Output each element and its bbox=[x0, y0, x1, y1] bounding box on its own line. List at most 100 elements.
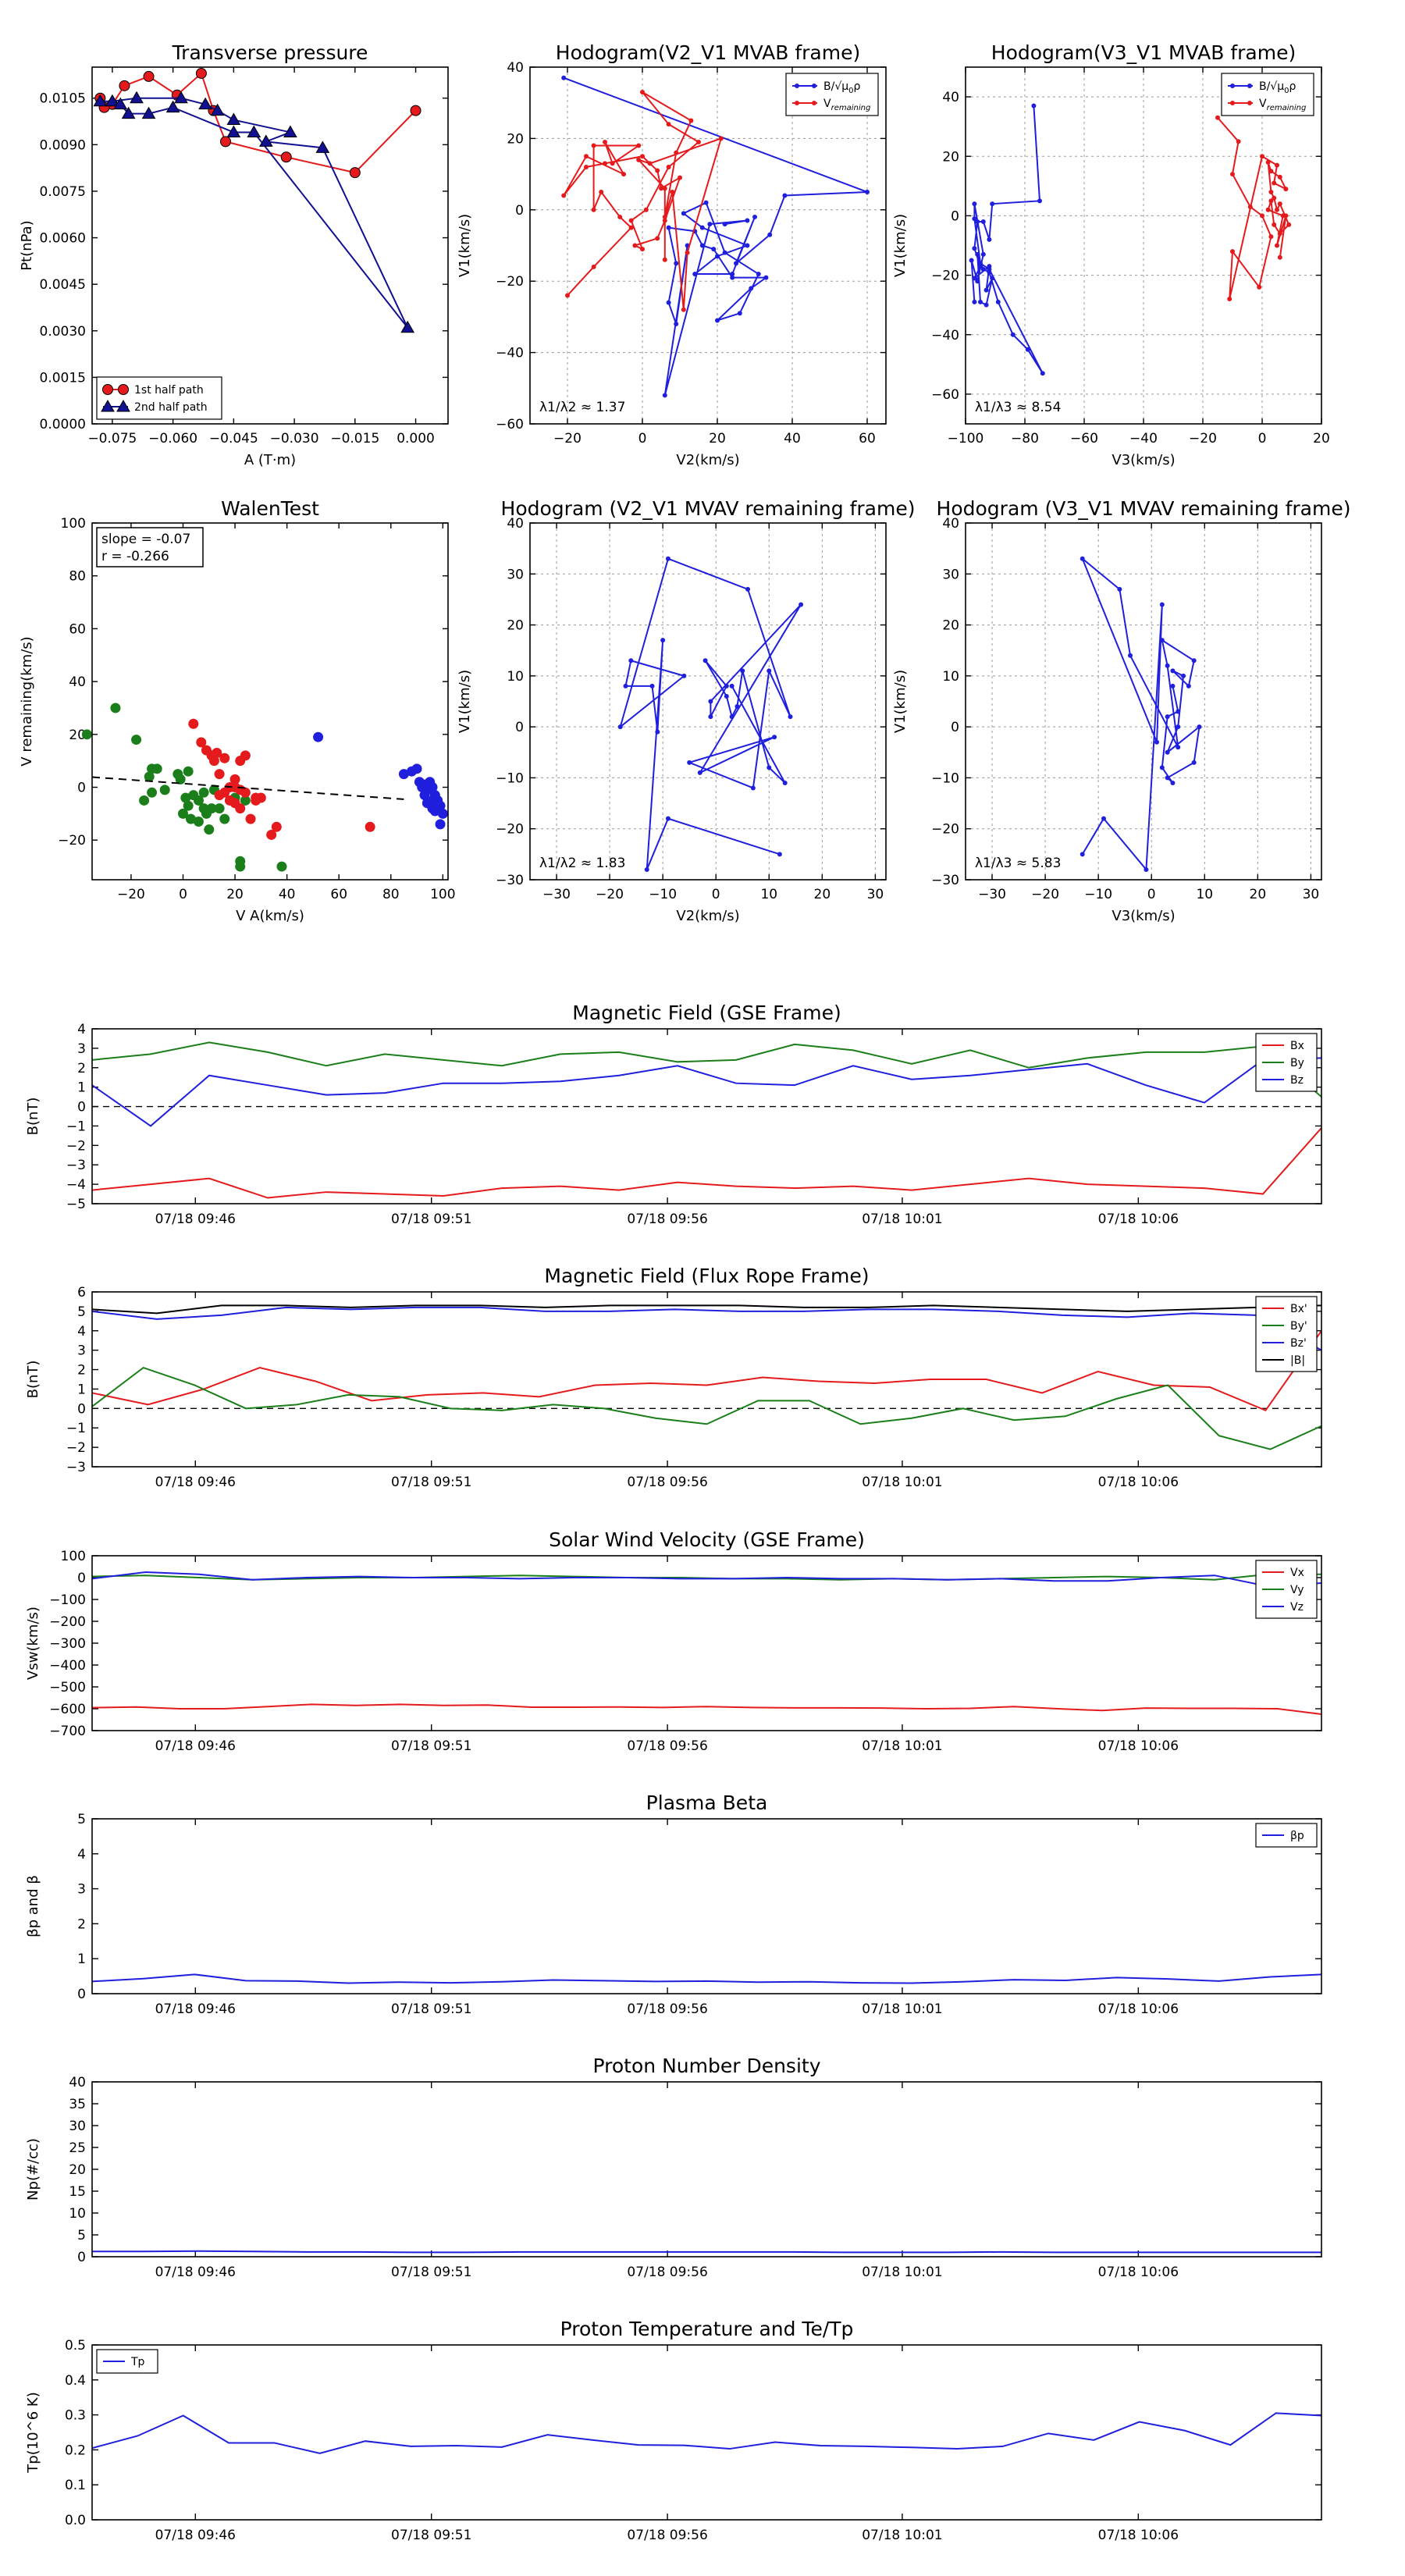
hodo3-ytick-label-1: −20 bbox=[496, 822, 524, 838]
ts1-ylabel: B(nT) bbox=[25, 1098, 41, 1136]
ts2-legend-label-3: |B| bbox=[1290, 1354, 1305, 1367]
ts5-title: Proton Number Density bbox=[593, 2055, 821, 2077]
hodo4-series-0-point-15 bbox=[1176, 724, 1181, 730]
hodo2-series-0-point-0 bbox=[1031, 103, 1037, 109]
hodo4-xtick-label-6: 30 bbox=[1303, 887, 1320, 902]
hodo1-legend-marker-1 bbox=[795, 101, 799, 105]
ts6-xtick-label-0: 07/18 09:46 bbox=[155, 2528, 236, 2543]
ts3-title: Solar Wind Velocity (GSE Frame) bbox=[549, 1528, 865, 1551]
hodo1-series-0-point-10 bbox=[699, 225, 705, 230]
ts3-xtick-label-2: 07/18 09:56 bbox=[627, 1738, 707, 1754]
walen-series-0-point-15 bbox=[183, 800, 194, 811]
hodo4-series-0-point-13 bbox=[1170, 668, 1176, 674]
tp-series-0-point-0 bbox=[410, 105, 422, 116]
ts5-xtick-label-2: 07/18 09:56 bbox=[627, 2265, 707, 2280]
ts6-ytick-label-4: 0.4 bbox=[65, 2373, 86, 2389]
hodo2-series-0-point-5 bbox=[975, 219, 980, 225]
hodo4-series-0-point-12 bbox=[1186, 683, 1191, 688]
ts3-ytick-label-3: −400 bbox=[49, 1658, 86, 1674]
hodo1-series-1-point-23 bbox=[628, 218, 634, 223]
hodo3-series-0-point-27 bbox=[767, 765, 772, 770]
hodo3-series-0-point-8 bbox=[681, 673, 687, 678]
hodo3-series-0-point-20 bbox=[708, 714, 713, 720]
tp-ytick-label-7: 0.0105 bbox=[40, 91, 86, 107]
hodo3-series-0-point-0 bbox=[777, 852, 782, 857]
ts3-legend-label-2: Vz bbox=[1290, 1601, 1304, 1614]
hodo2-series-0-point-12 bbox=[984, 302, 989, 308]
ts5-xtick-label-0: 07/18 09:46 bbox=[155, 2265, 236, 2280]
ts6-series-0-line bbox=[91, 2412, 1322, 2454]
hodo1-series-1-point-20 bbox=[655, 236, 660, 241]
walen-series-0-point-30 bbox=[276, 861, 287, 872]
ts3-ylabel: Vsw(km/s) bbox=[25, 1606, 41, 1680]
hodo4-series-0-point-7 bbox=[1127, 653, 1133, 658]
hodo1-series-0-point-21 bbox=[699, 243, 705, 248]
hodo2-series-1-point-1 bbox=[1236, 139, 1241, 144]
ts3-ytick-label-8: 100 bbox=[61, 1549, 86, 1564]
hodo2-xtick-label-2: −60 bbox=[1070, 431, 1098, 447]
hodo2-series-1-point-3 bbox=[1247, 204, 1253, 209]
ts6-ytick-label-5: 0.5 bbox=[65, 2338, 86, 2354]
hodo1-ytick-label-3: 0 bbox=[515, 203, 524, 219]
hodo1-series-0-point-7 bbox=[692, 272, 698, 277]
hodo1-ytick-label-1: −40 bbox=[496, 346, 524, 361]
hodo1-series-0-point-18 bbox=[763, 275, 769, 280]
tp-series-1-point-12 bbox=[226, 125, 241, 137]
ts1-xtick-label-2: 07/18 09:56 bbox=[627, 1212, 707, 1227]
hodo1-series-0-point-20 bbox=[711, 247, 717, 252]
ts3-ytick-label-4: −300 bbox=[49, 1636, 86, 1652]
hodo1-series-0-point-28 bbox=[662, 393, 667, 398]
hodo2-series-1-point-27 bbox=[1283, 213, 1289, 219]
hodo1-series-1-point-2 bbox=[628, 225, 634, 230]
hodo1-series-1-point-27 bbox=[666, 122, 671, 127]
hodo2-series-0-point-28 bbox=[972, 299, 977, 304]
hodo1-series-0-point-3 bbox=[767, 232, 773, 237]
ts2-ytick-label-0: −3 bbox=[66, 1460, 86, 1475]
walen-series-1-point-0 bbox=[188, 718, 199, 729]
hodo2-series-1-point-9 bbox=[1260, 154, 1264, 159]
walen-series-1-point-6 bbox=[219, 753, 230, 763]
walen-ylabel: V remaining(km/s) bbox=[19, 636, 35, 766]
hodo1-xtick-label-4: 60 bbox=[859, 431, 876, 447]
hodo4-ytick-label-6: 30 bbox=[942, 567, 959, 582]
hodo1-xtick-label-3: 40 bbox=[784, 431, 801, 447]
ts1-title: Magnetic Field (GSE Frame) bbox=[572, 1002, 841, 1024]
tp-series-1-point-0 bbox=[93, 94, 108, 107]
hodo2-legend-marker-end-1 bbox=[1247, 101, 1252, 105]
walen-series-1-point-5 bbox=[208, 756, 219, 767]
walen-series-0-point-26 bbox=[219, 813, 230, 824]
ts2-ytick-label-1: −2 bbox=[66, 1440, 86, 1456]
hodo3-ytick-label-4: 10 bbox=[507, 669, 524, 685]
ts5-ytick-label-8: 40 bbox=[69, 2075, 86, 2090]
tp-series-0-point-5 bbox=[195, 67, 207, 79]
hodo1-series-1-point-32 bbox=[670, 189, 675, 194]
walen-ytick-label-3: 40 bbox=[69, 674, 86, 690]
hodo2-series-1-point-17 bbox=[1272, 195, 1277, 201]
hodo2-legend-marker-1 bbox=[1230, 101, 1235, 105]
tp-xtick-label-1: −0.060 bbox=[148, 431, 197, 447]
hodo4-series-0-point-18 bbox=[1191, 760, 1197, 765]
hodo2-xtick-label-3: −40 bbox=[1129, 431, 1158, 447]
hodo1-ytick-label-0: −60 bbox=[496, 417, 524, 432]
ts1-series-0-line bbox=[91, 1127, 1322, 1199]
hodo4-ytick-label-0: −30 bbox=[931, 873, 959, 888]
tp-series-1-point-5 bbox=[210, 103, 225, 116]
walen-xlabel: V A(km/s) bbox=[236, 908, 304, 924]
ts2-ytick-label-4: 1 bbox=[77, 1382, 86, 1397]
ts2-series-0-line bbox=[91, 1330, 1322, 1412]
hodo3-series-0-point-21 bbox=[724, 683, 729, 688]
walen-series-1-point-24 bbox=[240, 750, 251, 761]
ts3-xtick-label-0: 07/18 09:46 bbox=[155, 1738, 236, 1754]
ts2-ytick-label-7: 4 bbox=[77, 1324, 86, 1340]
ts5-series-0-line bbox=[92, 2250, 1321, 2254]
tp-series-1-point-10 bbox=[400, 320, 415, 333]
tp-series-1-point-15 bbox=[121, 106, 136, 119]
hodo1-series-1-point-9 bbox=[603, 139, 607, 144]
tp-series-1-point-16 bbox=[113, 97, 128, 110]
hodo3-xtick-label-5: 20 bbox=[814, 887, 831, 902]
hodo3-series-0-point-22 bbox=[702, 658, 708, 664]
tp-title: Transverse pressure bbox=[172, 41, 368, 64]
hodo1-series-0-line bbox=[563, 76, 868, 396]
hodo3-frame bbox=[529, 522, 887, 881]
ts6-ytick-label-2: 0.2 bbox=[65, 2443, 86, 2458]
